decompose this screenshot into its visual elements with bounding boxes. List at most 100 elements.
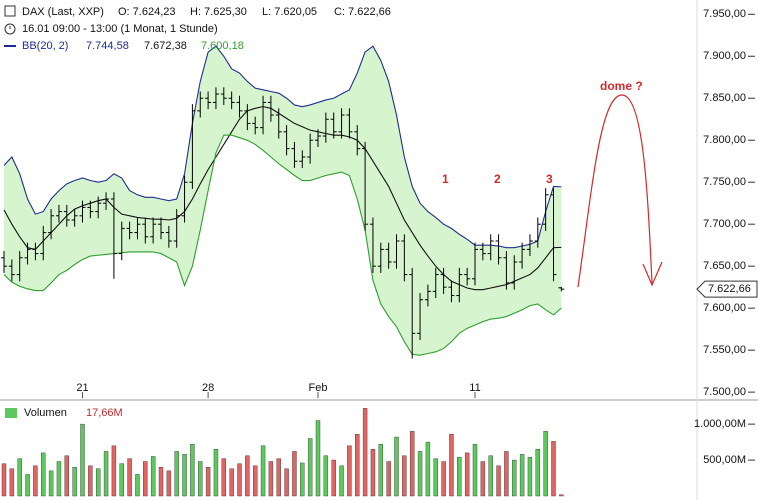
period: 16.01 09:00 - 13:00 (1 Monat, 1 Stunde) [22,23,218,35]
volume-bar [205,467,211,497]
y-tick-label: 7.950,00 [703,8,746,20]
volume-bar [464,452,470,497]
volume-bar [527,456,533,497]
band-line [3,45,562,249]
volume-bar [103,451,109,497]
volume-bar [519,454,525,497]
volume-bar [158,467,164,497]
volume-bar [441,461,446,497]
y-tick-label: 7.600,00 [703,302,746,314]
price-plot: 21 28 Feb 11 7.500,00 7.550,00 7.600,00 7.650,0… [1,8,755,398]
volume-bar [315,420,321,497]
volume-bar [135,474,140,497]
volume-bar [292,451,297,497]
volume-bar [370,449,376,497]
y-tick-label: 7.900,00 [703,50,746,62]
volume-bar [551,441,556,497]
band-line [3,106,562,291]
volume-bar [119,463,124,497]
volume-bar [559,494,564,497]
volume-bar [64,455,70,497]
volume-bar [472,444,478,497]
volume-last: 17,66M [86,407,123,419]
y-tick-label: 1.000,00M [694,418,746,430]
volume-bar [166,470,172,497]
annotation: 3 [546,172,553,186]
volume-bar [512,459,517,497]
volume-bar [268,461,274,497]
x-tick-label: 11 [469,382,480,394]
volume-bar [252,465,258,497]
volume-icon [5,408,17,418]
close-value: C: 7.622,66 [334,6,391,18]
volume-bar [190,444,195,497]
volume-bar [300,462,305,497]
volume-bar [504,451,509,497]
annotation: dome ? [600,79,643,93]
y-tick-label: 7.800,00 [703,134,746,146]
upper-value: 7.744,58 [86,40,129,52]
low-value: L: 7.620,05 [262,6,317,18]
volume-bar [386,461,391,497]
volume-bar [80,423,85,497]
open-value: O: 7.624,23 [118,6,176,18]
volume-plot: 500,00M 1.000,00M [1,408,755,497]
volume-bar [417,451,423,497]
volume-bar [425,441,431,497]
volume-bar [143,461,148,497]
y-tick-label: 7.650,00 [703,260,746,272]
dome-arc [577,94,653,288]
volume-bar [347,445,352,497]
volume-bar [229,468,234,497]
band-line [3,134,562,356]
volume-bar [17,458,22,497]
volume-bar [41,452,46,497]
lower-value: 7.600,18 [201,40,244,52]
volume-bar [1,463,7,497]
middle-value: 7.672,38 [144,40,187,52]
volume-bar [307,438,313,497]
instrument-icon [4,5,16,17]
price-marker-label: 7.622,66 [708,283,751,295]
x-tick-label: 21 [76,382,88,394]
band-area [4,46,562,356]
high-value: H: 7.625,30 [190,6,247,18]
volume-bar [25,474,30,497]
volume-bar [410,431,415,497]
volume-bar [496,465,501,497]
y-tick-label: 7.500,00 [703,386,746,398]
volume-bar [182,454,187,497]
volume-bar [72,467,77,497]
volume-bar [276,458,281,497]
volume-bar [221,458,227,497]
y-tick-label: 7.550,00 [703,344,746,356]
y-tick-label: 500,00M [703,454,746,466]
volume-bar [284,468,289,497]
clock-icon [4,23,16,35]
y-tick-label: 7.750,00 [703,176,746,188]
volume-bar [433,458,438,497]
volume-bar [56,461,62,497]
volume-bar [543,431,548,497]
y-tick-label: 7.700,00 [703,218,746,230]
x-tick-label: 28 [202,382,214,394]
annotation: 1 [442,172,449,186]
volume-bar [449,433,454,497]
volume-bar [198,461,203,497]
volume-bar [394,436,399,497]
y-tick-label: 7.850,00 [703,92,746,104]
instrument: DAX (Last, XXP) [22,6,104,18]
volume-bar [150,456,156,497]
volume-bar [378,444,383,497]
volume-bar [33,465,38,497]
volume-bar [339,465,344,497]
volume-bar [362,408,368,497]
volume-bar [127,458,132,497]
volume-bar [402,455,407,497]
volume-bar [457,456,462,497]
price-marker [696,280,758,298]
x-tick-label: Feb [309,382,328,394]
volume-bar [535,449,540,497]
